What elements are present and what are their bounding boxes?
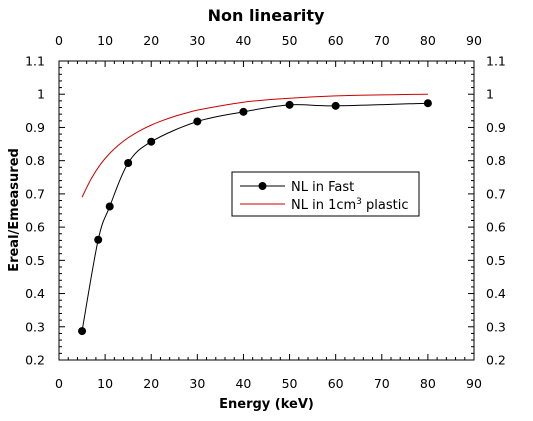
- x-tick-label: 60: [328, 376, 344, 391]
- x-tick-label-top: 60: [328, 33, 344, 48]
- x-tick-label: 50: [282, 376, 298, 391]
- y-tick-label: 0.9: [25, 120, 45, 135]
- y-tick-label: 0.6: [25, 220, 45, 235]
- y-tick-label: 0.3: [25, 319, 45, 334]
- x-tick-label: 80: [420, 376, 436, 391]
- series-line-0: [81, 102, 428, 332]
- y-tick-label: 0.4: [25, 286, 45, 301]
- y-tick-label-right: 0.2: [486, 353, 506, 368]
- chart-title: Non linearity: [208, 6, 325, 25]
- x-tick-label-top: 10: [97, 33, 113, 48]
- data-point-fast: [239, 107, 248, 116]
- x-tick-label-top: 70: [374, 33, 390, 48]
- y-tick-label-right: 0.4: [486, 286, 506, 301]
- y-tick-label-right: 1.1: [486, 54, 506, 69]
- x-tick-label: 30: [189, 376, 205, 391]
- legend-marker-fast: [258, 182, 267, 190]
- x-tick-label: 90: [466, 376, 482, 391]
- x-tick-label-top: 40: [235, 33, 251, 48]
- x-tick-label-top: 20: [143, 33, 159, 48]
- x-tick-label-top: 50: [282, 33, 298, 48]
- data-point-fast: [147, 137, 156, 146]
- x-tick-label-top: 30: [189, 33, 205, 48]
- plot-frame: [58, 60, 475, 361]
- y-tick-label-right: 0.8: [486, 153, 506, 168]
- legend: NL in Fast NL in 1cm3 plastic: [231, 171, 420, 217]
- data-point-fast: [94, 235, 103, 244]
- y-tick-label: 0.7: [25, 186, 45, 201]
- series-line-1: [81, 93, 428, 198]
- y-tick-label: 0.2: [25, 353, 45, 368]
- x-tick-label: 10: [97, 376, 113, 391]
- y-tick-label-right: 0.5: [486, 253, 506, 268]
- y-tick-label-right: 0.9: [486, 120, 506, 135]
- x-tick-label: 70: [374, 376, 390, 391]
- legend-box: [231, 171, 420, 217]
- legend-label-plastic: NL in 1cm3 plastic: [291, 197, 409, 213]
- x-axis-label: Energy (keV): [219, 397, 314, 412]
- y-tick-label-right: 0.6: [486, 220, 506, 235]
- x-tick-label-top: 80: [420, 33, 436, 48]
- y-tick-label: 0.5: [25, 253, 45, 268]
- data-point-fast: [423, 99, 432, 108]
- y-tick-label-right: 0.7: [486, 186, 506, 201]
- x-tick-label: 20: [143, 376, 159, 391]
- data-point-fast: [193, 117, 202, 126]
- legend-label-fast: NL in Fast: [291, 180, 354, 195]
- y-axis-label: Ereal/Emeasured: [7, 148, 22, 272]
- data-point-fast: [78, 327, 87, 336]
- x-tick-label: 40: [235, 376, 251, 391]
- y-tick-label: 0.8: [25, 153, 45, 168]
- y-tick-label-right: 1: [486, 87, 494, 102]
- y-tick-label: 1: [37, 87, 45, 102]
- x-tick-label-top: 0: [55, 33, 63, 48]
- data-point-fast: [331, 101, 340, 110]
- x-tick-label-top: 90: [466, 33, 482, 48]
- data-point-fast: [124, 158, 133, 167]
- data-point-fast: [105, 202, 114, 211]
- y-tick-label-right: 0.3: [486, 319, 506, 334]
- y-tick-label: 1.1: [25, 54, 45, 69]
- x-tick-label: 0: [55, 376, 63, 391]
- data-point-fast: [285, 100, 294, 109]
